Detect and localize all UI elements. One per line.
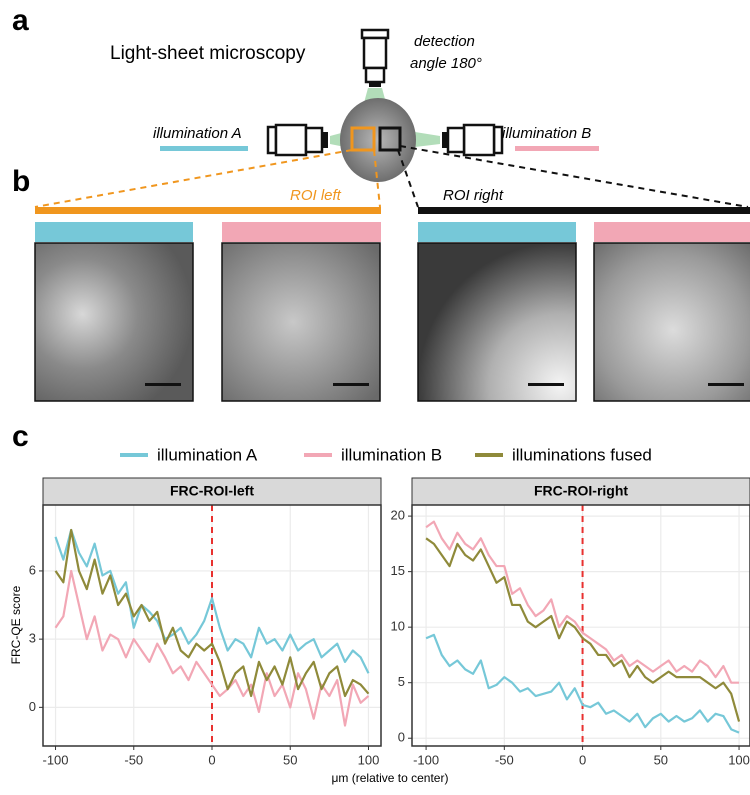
legend-label: illumination A <box>157 445 258 464</box>
strip <box>411 477 750 506</box>
x-tick-label: 100 <box>358 752 380 767</box>
y-tick-label: 15 <box>391 563 405 578</box>
x-tick-label: -100 <box>43 752 69 767</box>
roi-label: ROI left <box>290 187 342 204</box>
x-tick-label: -50 <box>495 752 514 767</box>
data-line <box>425 633 740 734</box>
data-line <box>54 569 370 727</box>
panel-letter: b <box>12 165 30 198</box>
legend: illumination A illumination B illumination… <box>120 445 652 464</box>
detection-label: angle 180° <box>410 55 482 72</box>
data-line <box>425 520 740 684</box>
illumination-label: illumination A <box>153 125 242 142</box>
x-tick-label: 0 <box>579 752 586 767</box>
data-line <box>54 528 370 698</box>
legend-label: illuminations fused <box>512 445 652 464</box>
panel-letter: a <box>12 4 29 37</box>
plot-border <box>42 504 382 747</box>
roi-label: ROI right <box>443 187 504 204</box>
x-axis-label: μm (relative to center) <box>332 771 449 785</box>
y-tick-label: 20 <box>391 508 405 523</box>
plot-border <box>411 504 750 747</box>
x-tick-label: -50 <box>124 752 143 767</box>
panel-title: FRC-ROI-left <box>170 483 254 499</box>
y-axis-label: FRC-QE score <box>9 585 23 664</box>
data-line <box>425 537 741 722</box>
x-tick-label: 100 <box>728 752 750 767</box>
y-tick-label: 0 <box>398 730 405 745</box>
legend-label: illumination B <box>341 445 442 464</box>
y-tick-label: 0 <box>29 699 36 714</box>
x-tick-label: 50 <box>283 752 297 767</box>
roi-illustrations <box>34 145 750 402</box>
x-tick-label: -100 <box>413 752 439 767</box>
data-line <box>54 528 370 674</box>
panel-letter: c <box>12 420 29 453</box>
y-tick-label: 10 <box>391 619 405 634</box>
panel-title: FRC-ROI-right <box>534 483 628 499</box>
illumination-label: illumination B <box>502 125 591 142</box>
y-tick-label: 6 <box>29 562 36 577</box>
x-tick-label: 0 <box>208 752 215 767</box>
objective-illustrations <box>160 28 599 182</box>
y-tick-label: 3 <box>29 631 36 646</box>
figure-title: Light-sheet microscopy <box>110 43 306 64</box>
detection-label: detection <box>414 33 475 50</box>
y-tick-label: 5 <box>398 674 405 689</box>
x-tick-label: 50 <box>654 752 668 767</box>
